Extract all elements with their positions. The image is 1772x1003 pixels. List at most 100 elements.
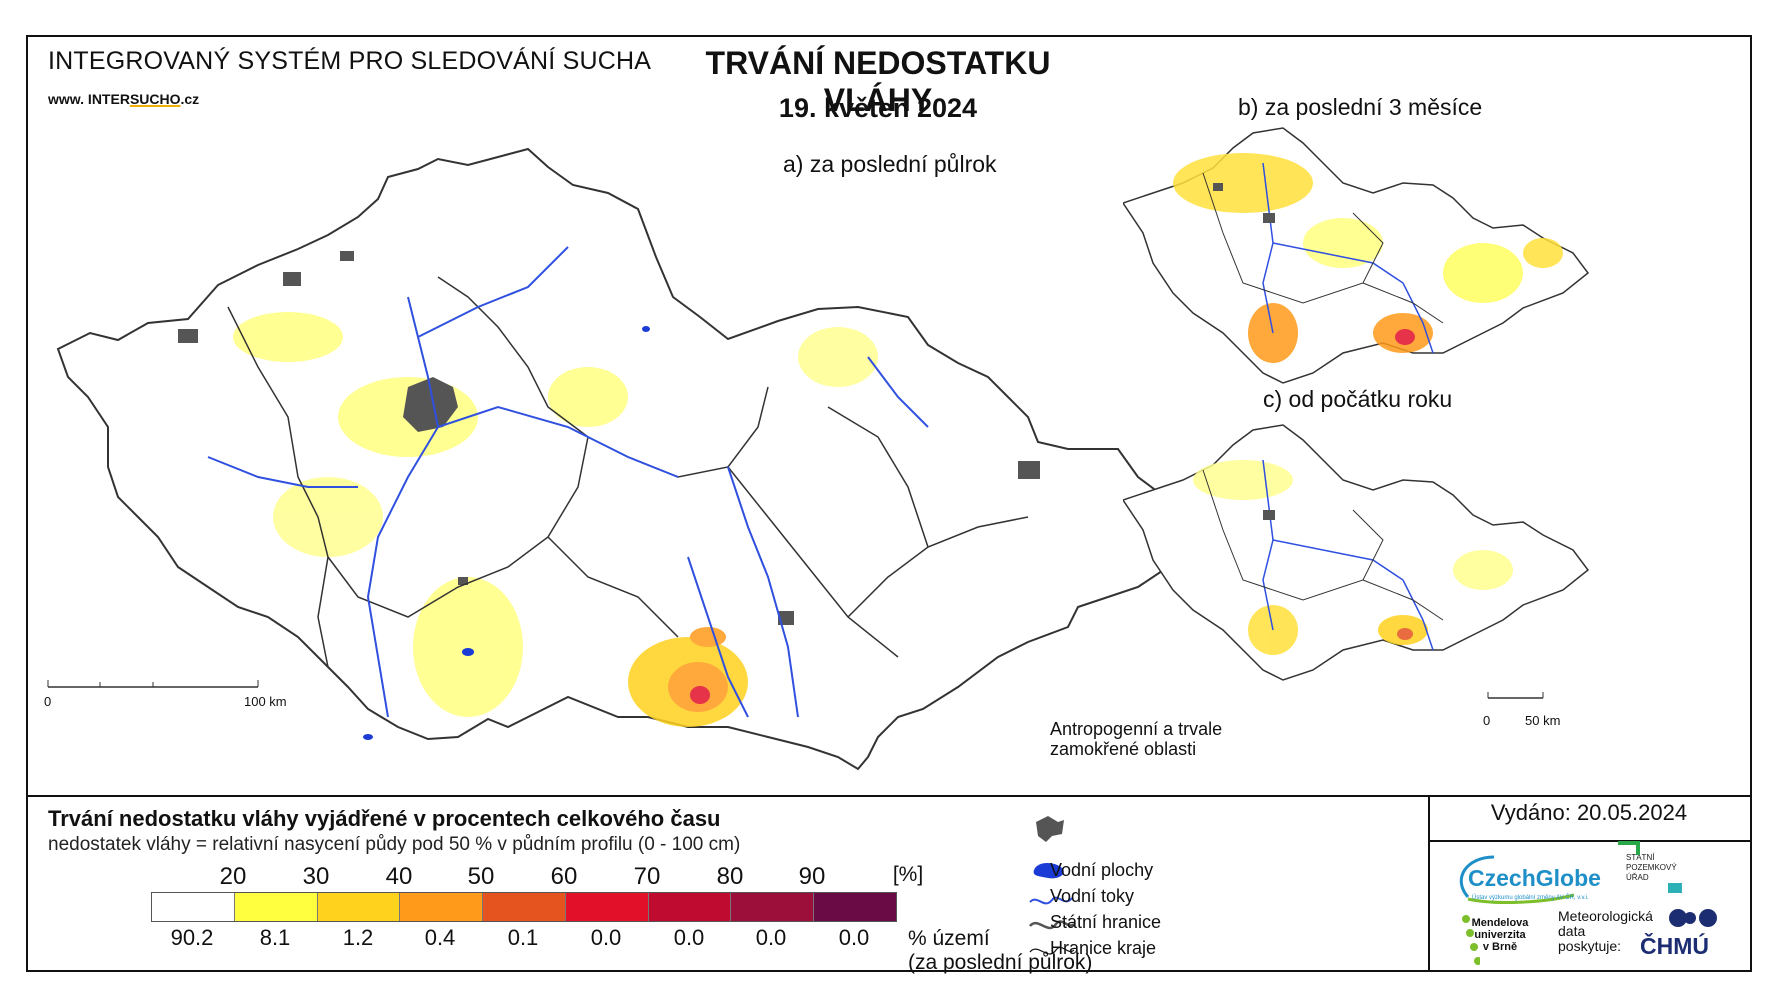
system-title: INTEGROVANÝ SYSTÉM PRO SLEDOVÁNÍ SUCHA (48, 47, 652, 75)
scale-small-start: 0 (1483, 713, 1491, 728)
mendel-line2: univerzita (1474, 929, 1526, 941)
territory-value: 90.2 (170, 925, 214, 950)
scale-main-start: 0 (44, 694, 52, 709)
legend-swatch (400, 893, 484, 921)
legend-swatch (648, 893, 732, 921)
legend-territory-values: 90.2 8.1 1.2 0.4 0.1 0.0 0.0 0.0 0.0 (151, 925, 895, 953)
map-c (1123, 424, 1590, 699)
map-a-label: a) za poslední půlrok (783, 151, 997, 177)
threshold-label: 20 (219, 863, 247, 890)
chmu-symbol-icon (1669, 909, 1717, 927)
anthropogenic-areas-a (178, 251, 1040, 625)
drought-patches-c (1193, 460, 1513, 655)
state-border-icon (1029, 920, 1075, 930)
map-a (47, 147, 1190, 771)
water-body-icon (1033, 863, 1064, 879)
legend-divider (28, 795, 1750, 797)
legend-thresholds: 20 30 40 50 60 70 80 90 [%] (148, 863, 928, 891)
territory-label-line2: (za poslední půlrok) (908, 951, 1093, 974)
region-borders-c (1202, 469, 1444, 621)
legend-swatch (234, 893, 318, 921)
unit-label: [%] (892, 863, 924, 886)
map-b (1123, 127, 1590, 384)
meteo-line3: poskytuje: (1558, 938, 1622, 954)
rivers-c (1262, 459, 1434, 651)
spu-line2: POZEMKOVÝ (1626, 863, 1677, 872)
map-b-label: b) za poslední 3 měsíce (1238, 94, 1483, 120)
legend-swatch (152, 893, 235, 921)
anthropogenic-line1: Antropogenní a trvale (1050, 719, 1223, 739)
map-date: 19. květen 2024 (778, 93, 978, 123)
river-icon (1029, 896, 1073, 905)
meteo-line1: Meteorologická (1558, 908, 1653, 924)
mendel-line3: v Brně (1482, 941, 1518, 953)
region-border-label: Hranice kraje (1050, 938, 1157, 958)
issued-divider (1428, 840, 1750, 842)
scale-main-end: 100 km (244, 694, 287, 709)
website-suffix: .cz (180, 91, 200, 107)
region-borders-a (227, 276, 1029, 668)
legend-swatch (565, 893, 649, 921)
territory-value: 0.0 (838, 925, 870, 950)
main-title: TRVÁNÍ NEDOSTATKU VLÁHY (705, 45, 1051, 118)
mendel-dots-icon (1462, 915, 1480, 965)
anthropogenic-line2: zamokřené oblasti (1050, 739, 1197, 759)
mendel-line1: Mendelova (1471, 917, 1529, 929)
threshold-label: 60 (550, 863, 578, 890)
legend-swatch (483, 893, 566, 921)
state-border-label: Státní hranice (1050, 912, 1162, 932)
rivers-b (1262, 162, 1434, 354)
spu-mark-icon (1618, 841, 1640, 855)
anthropogenic-label: Antropogenní a trvale zamokřené oblasti (1050, 719, 1222, 759)
map-c-label: c) od počátku roku (1263, 386, 1453, 412)
czechglobe-subtext: Ústav výzkumu globální změny AV ČR, v.v.… (1472, 895, 1589, 901)
water-bodies-a (363, 326, 650, 740)
country-outline-c (1123, 424, 1590, 681)
region-borders-b (1202, 172, 1444, 324)
territory-value: 0.0 (755, 925, 787, 950)
czechglobe-swoosh-icon (1459, 855, 1575, 904)
water-bodies-label: Vodní plochy (1050, 860, 1154, 880)
territory-value: 8.1 (259, 925, 291, 950)
territory-label-line1: % území (908, 927, 990, 950)
website-highlight: SUCHO (129, 91, 181, 107)
territory-value: 0.4 (424, 925, 456, 950)
legend-swatch (814, 893, 897, 921)
meteo-text: Meteorologická data poskytuje: (1558, 909, 1653, 954)
website-link[interactable]: www. INTERSUCHO.cz (48, 91, 199, 107)
territory-value: 0.0 (590, 925, 622, 950)
map-sheet: INTEGROVANÝ SYSTÉM PRO SLEDOVÁNÍ SUCHA w… (26, 35, 1752, 975)
scale-bar-main (47, 680, 259, 688)
czechglobe-text: CzechGlobe (1468, 865, 1601, 891)
threshold-label: 50 (467, 863, 495, 890)
chmu-logo: ČHMÚ (1640, 933, 1709, 959)
symbol-legend-icons (1029, 816, 1075, 955)
website-prefix: www. INTER (48, 91, 130, 107)
rivers-label: Vodní toky (1050, 886, 1135, 906)
legend-swatch (317, 893, 401, 921)
legend-swatch (731, 893, 815, 921)
drought-patches-b (1173, 153, 1563, 363)
scale-small-end: 50 km (1525, 713, 1561, 728)
threshold-label: 30 (302, 863, 330, 890)
threshold-label: 70 (633, 863, 661, 890)
spu-line3: ÚŘAD (1626, 873, 1649, 882)
legend-title: Trvání nedostatku vláhy vyjádřené v proc… (48, 806, 721, 831)
territory-label: % území (za poslední půlrok) (908, 927, 1092, 975)
anthropogenic-area-icon (1036, 816, 1064, 842)
rivers-a (207, 246, 929, 718)
legend-subtitle: nedostatek vláhy = relativní nasycení pů… (48, 834, 741, 855)
territory-value: 0.0 (673, 925, 705, 950)
spu-logo: STÁTNÍ POZEMKOVÝ ÚŘAD (1618, 841, 1682, 893)
threshold-label: 40 (385, 863, 413, 890)
territory-value: 0.1 (507, 925, 539, 950)
scale-bar-small (1487, 692, 1544, 699)
region-border-icon (1029, 946, 1075, 955)
meteo-line2: data (1558, 923, 1586, 939)
spu-square-icon (1668, 883, 1682, 893)
mendel-logo: Mendelova univerzita v Brně (1470, 917, 1530, 953)
legend-color-bar (151, 892, 897, 922)
issued-date: Vydáno: 20.05.2024 (1490, 800, 1688, 825)
territory-value: 1.2 (342, 925, 374, 950)
threshold-label: 90 (798, 863, 826, 890)
